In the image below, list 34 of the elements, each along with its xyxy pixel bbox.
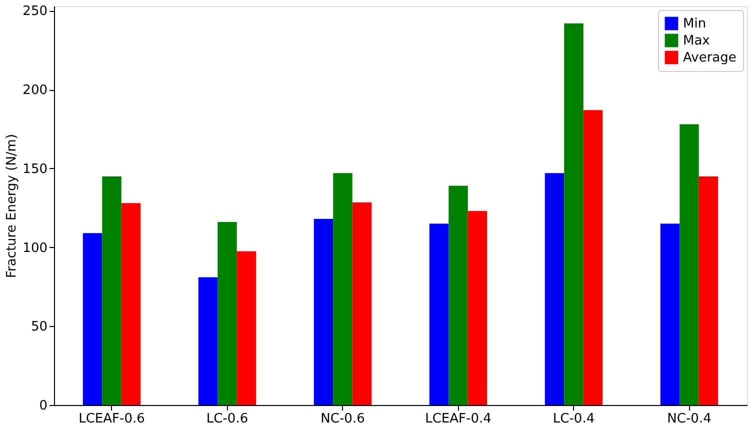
bar [352, 202, 372, 405]
bar [236, 251, 256, 405]
bar [333, 173, 352, 405]
y-tick-label: 250 [22, 4, 48, 20]
bar [564, 23, 584, 405]
bar [429, 224, 449, 405]
legend-label: Min [683, 16, 706, 32]
x-tick-label: NC-0.6 [320, 412, 365, 426]
bar [218, 222, 237, 405]
y-tick-label: 50 [30, 320, 48, 335]
bar [468, 211, 488, 405]
bar [583, 110, 603, 405]
bar [698, 176, 718, 405]
bar [121, 203, 141, 405]
bar [448, 186, 468, 405]
bar [680, 124, 699, 405]
y-tick-label: 0 [39, 398, 48, 414]
x-tick-label: NC-0.4 [667, 412, 712, 426]
bar [544, 173, 564, 405]
x-tick-label: LCEAF-0.4 [425, 412, 492, 426]
bar [314, 218, 334, 405]
y-tick-label: 200 [22, 83, 48, 98]
bar [102, 176, 122, 405]
y-tick-label: 100 [22, 240, 48, 256]
y-tick-label: 150 [22, 162, 48, 177]
x-tick-label: LC-0.4 [552, 412, 595, 426]
bar [198, 277, 218, 405]
y-axis-title: Fracture Energy (N/m) [4, 134, 20, 278]
legend-label: Average [683, 50, 736, 66]
legend-label: Max [683, 34, 710, 48]
bar [660, 224, 680, 405]
x-tick-label: LC-0.6 [206, 412, 248, 426]
bar [82, 233, 102, 405]
x-tick-label: LCEAF-0.6 [78, 412, 145, 426]
